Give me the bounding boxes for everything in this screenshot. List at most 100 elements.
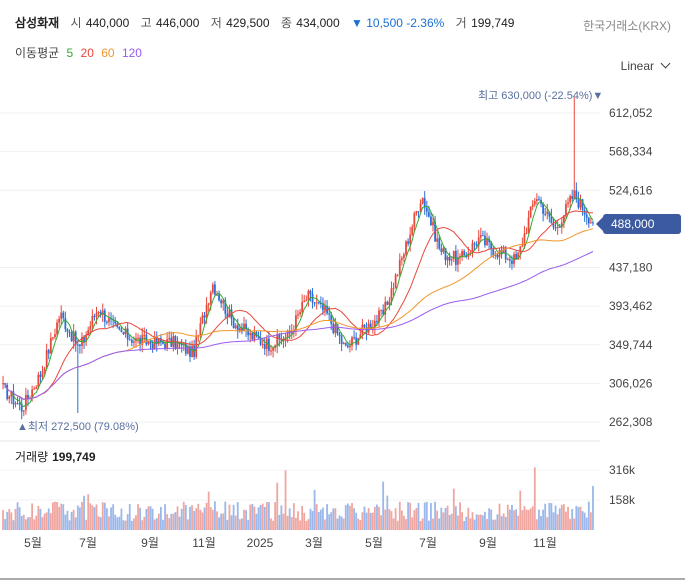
candle-body [469, 252, 472, 254]
volume-bar [436, 510, 439, 530]
volume-bar [562, 504, 565, 530]
time-tick-label: 11월 [192, 536, 216, 550]
volume-bar [459, 502, 461, 530]
candle-body [305, 299, 308, 301]
volume-bar [351, 502, 353, 530]
candle-body [224, 300, 227, 314]
volume-bar [295, 517, 297, 530]
candle-body [14, 403, 17, 405]
candle-body [554, 227, 557, 229]
volume-bar [392, 518, 395, 530]
volume-bar [556, 514, 559, 530]
volume-bar [326, 504, 328, 530]
volume-bar [440, 507, 443, 530]
volume-bar [255, 513, 258, 530]
candle-body [494, 254, 497, 256]
candle-body [419, 203, 422, 212]
candle-body [39, 374, 42, 377]
volume-bar [184, 505, 187, 530]
volume-value: 199,749 [471, 16, 515, 30]
candle-body [562, 215, 565, 223]
candle-body [585, 214, 588, 218]
candle-body [315, 302, 318, 304]
volume-bar [519, 490, 522, 530]
candle-body [124, 328, 127, 335]
candle-body [189, 346, 191, 357]
volume-bar [552, 512, 555, 530]
candle-body [261, 344, 264, 346]
volume-bar [195, 508, 198, 530]
candle-body [6, 384, 9, 400]
volume-bar [39, 508, 42, 530]
candle-body [355, 337, 358, 345]
candle-body [353, 337, 355, 339]
candle-body [565, 203, 567, 216]
volume-bar [259, 505, 262, 530]
candle-body [307, 290, 310, 300]
candle-body [205, 304, 208, 318]
candle-body [398, 259, 401, 275]
volume-bar [85, 519, 88, 530]
volume-bar [60, 503, 63, 530]
volume-bar [214, 501, 216, 530]
volume-bar [359, 520, 362, 530]
candle-body [359, 334, 362, 338]
low-annotation: ▲최저 272,500 (79.08%) [17, 421, 139, 433]
volume-bar [498, 503, 501, 530]
volume-bar [147, 506, 150, 530]
candle-body [74, 331, 77, 345]
candle-body [120, 329, 123, 332]
candle-body [409, 234, 412, 244]
volume-bar [149, 506, 152, 530]
volume-bar [469, 518, 472, 530]
candle-body [317, 302, 320, 304]
volume-bar [155, 518, 158, 530]
volume-bar [461, 512, 463, 530]
candle-body [12, 391, 15, 405]
volume-bar [454, 506, 457, 530]
volume-bar [579, 506, 582, 530]
volume-bar [130, 520, 133, 530]
candle-body [85, 335, 88, 342]
candle-body [35, 387, 38, 389]
candle-body [37, 374, 40, 388]
candle-body [238, 327, 241, 332]
ma-120-line [2, 251, 594, 400]
volume-bar [465, 516, 468, 530]
volume-bar [523, 506, 526, 530]
volume-bar [207, 491, 210, 530]
volume-bar [205, 502, 208, 530]
volume-bar [128, 504, 131, 530]
candle-body [199, 323, 202, 336]
volume-bar [415, 507, 418, 530]
volume-bar [137, 504, 139, 530]
candle-body [295, 315, 297, 331]
candle-body [201, 315, 204, 324]
high-value: 446,000 [156, 16, 200, 30]
volume-bar [238, 519, 241, 530]
candle-body [340, 336, 343, 344]
candle-body [33, 388, 36, 390]
ma-20-line [2, 210, 593, 400]
scale-selector[interactable]: Linear [621, 58, 671, 73]
candle-body [157, 338, 160, 345]
candles [2, 97, 594, 420]
volume-bar [581, 511, 584, 530]
moving-average-legend[interactable]: 이동평균 5 20 60 120 [15, 44, 142, 61]
candle-body [517, 252, 520, 260]
ma-label: 이동평균 [15, 46, 60, 60]
candle-body [550, 216, 553, 224]
candle-body [282, 340, 285, 342]
volume-bar [203, 507, 206, 530]
candle-body [405, 241, 407, 255]
candle-body [342, 342, 345, 344]
candle-body [392, 288, 395, 290]
volume-bar [548, 502, 551, 530]
volume-bar [143, 516, 146, 530]
volume-bar [230, 515, 233, 530]
candle-body [448, 256, 451, 261]
candle-body [511, 260, 513, 264]
price-tick-label: 437,180 [609, 261, 653, 275]
volume-bar [220, 513, 223, 530]
